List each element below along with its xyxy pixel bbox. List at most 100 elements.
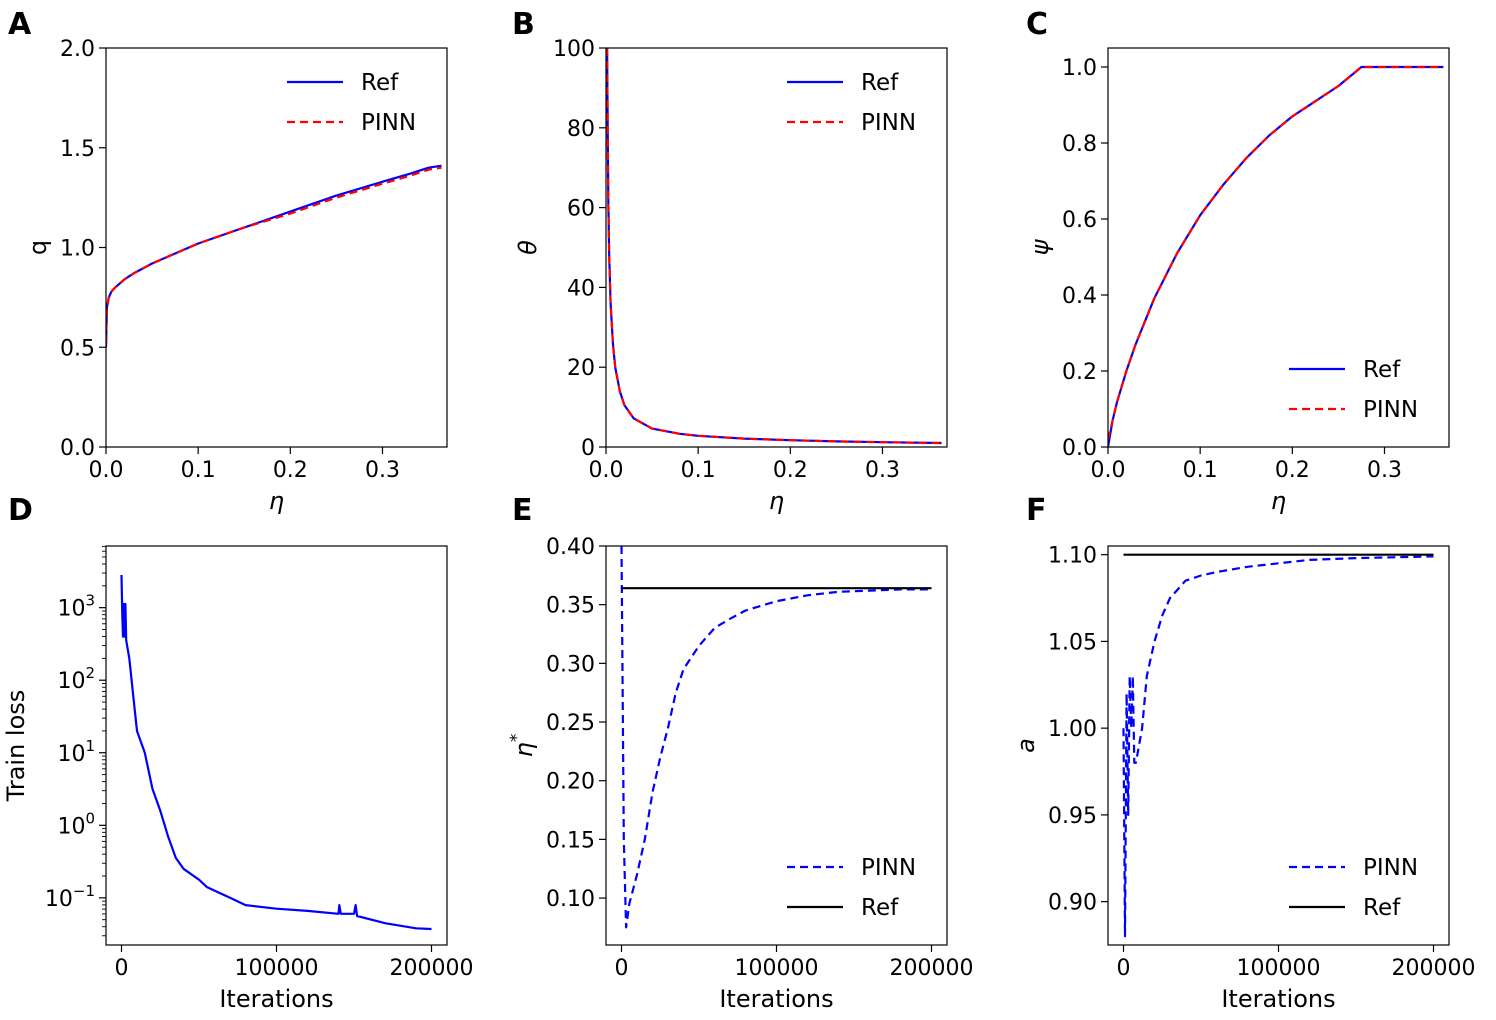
y-tick-label: 0	[581, 436, 595, 461]
axes-frame	[605, 47, 948, 448]
x-tick-label: 200000	[890, 956, 974, 981]
series-line-pinn	[106, 166, 442, 344]
y-tick-label: 103	[57, 592, 95, 622]
series-group	[106, 164, 442, 348]
series-line-ref	[606, 48, 942, 445]
y-tick-label: 0.10	[546, 887, 595, 912]
x-tick-label: 200000	[390, 956, 474, 981]
legend-label-pinn: PINN	[861, 110, 916, 136]
series-group	[620, 546, 932, 929]
series-group	[1122, 553, 1434, 938]
y-tick-label: 1.05	[1048, 630, 1097, 655]
x-tick-label: 0.3	[1367, 458, 1402, 483]
legend-label-ref: Ref	[861, 895, 899, 921]
x-tick-label: 0.2	[1275, 458, 1310, 483]
panel-letter-b: B	[512, 7, 535, 42]
y-axis-label: q	[24, 240, 52, 255]
series-line-pinn	[1108, 65, 1444, 440]
x-axis-label: η	[269, 487, 284, 515]
y-tick-label: 0.25	[546, 711, 595, 736]
y-tick-label: 0.40	[546, 535, 595, 560]
x-axis-label: η	[769, 487, 784, 515]
y-tick-label: 100	[57, 809, 95, 839]
panel-letter-e: E	[512, 493, 533, 528]
y-tick-label: 0.4	[1062, 284, 1097, 309]
axes-frame	[1107, 47, 1450, 448]
x-tick-label: 0	[115, 956, 129, 981]
y-tick-label: 0.20	[546, 770, 595, 795]
x-tick-label: 0.3	[865, 458, 900, 483]
axes-frame	[105, 47, 448, 448]
panel-letter-d: D	[8, 493, 33, 528]
y-tick-label: 0.8	[1062, 132, 1097, 157]
x-tick-label: 0.3	[365, 458, 400, 483]
legend-label-pinn: PINN	[361, 110, 416, 136]
series-group	[1108, 65, 1444, 447]
x-tick-label: 0	[615, 956, 629, 981]
y-tick-label: 1.0	[60, 237, 95, 262]
x-axis-label: η	[1271, 487, 1286, 515]
legend-label-pinn: PINN	[861, 855, 916, 881]
y-tick-label: 20	[567, 356, 595, 381]
axes-frame	[1107, 545, 1450, 946]
series-group	[120, 574, 432, 931]
x-tick-label: 0	[1117, 956, 1131, 981]
legend-label-ref: Ref	[361, 70, 399, 96]
x-tick-label: 0.2	[773, 458, 808, 483]
x-axis-label: Iterations	[1221, 985, 1335, 1013]
y-tick-label: 102	[57, 664, 95, 694]
x-tick-label: 0.0	[1091, 458, 1126, 483]
x-axis-label: Iterations	[719, 985, 833, 1013]
panel-a: A 0.0 0.1 0.2 0.3 0.0 0.5 1.0 1.5 2.0 η q Ref PINN	[8, 7, 448, 515]
x-tick-label: 0.1	[1183, 458, 1218, 483]
y-tick-label: 2.0	[60, 37, 95, 62]
legend-label-ref: Ref	[1363, 357, 1401, 383]
x-tick-label: 100000	[735, 956, 819, 981]
y-tick-label: 0.6	[1062, 208, 1097, 233]
y-axis-label: a	[1012, 738, 1040, 753]
x-tick-label: 0.1	[181, 458, 216, 483]
y-axis-label: θ	[514, 240, 542, 255]
y-tick-label: 0.95	[1048, 804, 1097, 829]
y-tick-label: 0.5	[60, 336, 95, 361]
series-group	[606, 48, 942, 445]
y-tick-label: 40	[567, 276, 595, 301]
x-tick-label: 0.2	[273, 458, 308, 483]
y-tick-label: 60	[567, 197, 595, 222]
series-line-pinn	[1122, 555, 1434, 938]
series-line-ref	[1108, 65, 1444, 447]
panel-b: B 0.0 0.1 0.2 0.3 0 20 40 60 80 100 η θ Ref PINN	[512, 7, 948, 515]
x-tick-label: 100000	[235, 956, 319, 981]
x-tick-label: 0.0	[89, 458, 124, 483]
y-tick-label: 0.30	[546, 652, 595, 677]
panel-e: E 0 100000 200000 0.10 0.15 0.20 0.25 0.30 0.35 0.…	[507, 493, 973, 1013]
x-tick-label: 100000	[1237, 956, 1321, 981]
y-tick-label: 0.2	[1062, 360, 1097, 385]
axes-frame	[605, 545, 948, 946]
x-tick-label: 0.1	[681, 458, 716, 483]
y-tick-label: 1.5	[60, 137, 95, 162]
series-line-pinn	[606, 48, 942, 445]
legend-label-ref: Ref	[1363, 895, 1401, 921]
x-tick-label: 0.0	[589, 458, 624, 483]
panel-d: D 0 100000 200000 10−1 100 101 102 103 Iterations…	[2, 493, 473, 1013]
y-tick-label: 0.0	[60, 436, 95, 461]
legend-label-pinn: PINN	[1363, 855, 1418, 881]
panel-c: C 0.0 0.1 0.2 0.3 0.0 0.2 0.4 0.6 0.8 1.0 η ψ Ref PINN	[1026, 7, 1450, 515]
panel-letter-c: C	[1026, 7, 1048, 42]
legend-label-ref: Ref	[861, 70, 899, 96]
y-tick-label: 0.90	[1048, 891, 1097, 916]
y-tick-label: 1.0	[1062, 56, 1097, 81]
y-tick-label: 0.35	[546, 594, 595, 619]
y-tick-label: 1.10	[1048, 544, 1097, 569]
y-tick-label: 100	[553, 37, 595, 62]
x-axis-label: Iterations	[219, 985, 333, 1013]
series-line-train-loss	[120, 574, 432, 931]
y-axis-label: ψ	[1026, 238, 1054, 255]
y-tick-label: 0.0	[1062, 436, 1097, 461]
x-tick-label: 200000	[1392, 956, 1476, 981]
y-tick-label: 10−1	[45, 882, 95, 912]
y-tick-label: 1.00	[1048, 717, 1097, 742]
y-tick-label: 101	[57, 737, 95, 767]
